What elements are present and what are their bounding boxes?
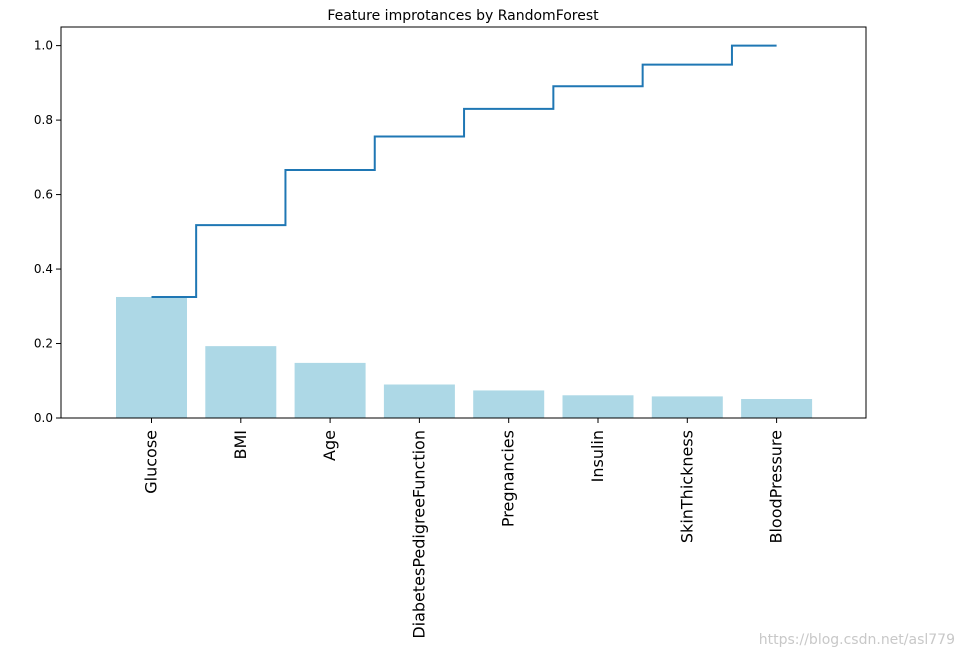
ytick-label: 1.0 — [34, 39, 53, 53]
ytick-label: 0.2 — [34, 337, 53, 351]
ytick-label: 0.8 — [34, 113, 53, 127]
cumulative-step-line — [151, 44, 777, 298]
bar-bmi — [205, 346, 277, 418]
xtick-label-skinthickness: SkinThickness — [677, 430, 696, 543]
ytick-label: 0.4 — [34, 262, 53, 276]
xtick-label-diabetespedigreefunction: DiabetesPedigreeFunction — [409, 430, 428, 639]
watermark-text: https://blog.csdn.net/asl779 — [759, 632, 955, 648]
plot-frame — [60, 26, 867, 419]
bar-skinthickness — [651, 396, 723, 418]
ytick-label: 0.0 — [34, 411, 53, 425]
xtick-label-insulin: Insulin — [588, 430, 607, 482]
xtick-label-age: Age — [320, 430, 339, 461]
bar-glucose — [116, 296, 187, 418]
bar-diabetespedigreefunction — [383, 384, 455, 418]
bar-bloodpressure — [741, 399, 813, 418]
xtick-label-bloodpressure: BloodPressure — [767, 430, 786, 543]
bar-age — [294, 362, 366, 418]
bar-pregnancies — [473, 390, 545, 418]
xtick-label-glucose: Glucose — [142, 430, 161, 494]
chart-title: Feature improtances by RandomForest — [327, 8, 599, 24]
bar-insulin — [562, 395, 634, 418]
xtick-label-pregnancies: Pregnancies — [499, 430, 518, 527]
ytick-label: 0.6 — [34, 188, 53, 202]
xtick-label-bmi: BMI — [231, 430, 250, 460]
